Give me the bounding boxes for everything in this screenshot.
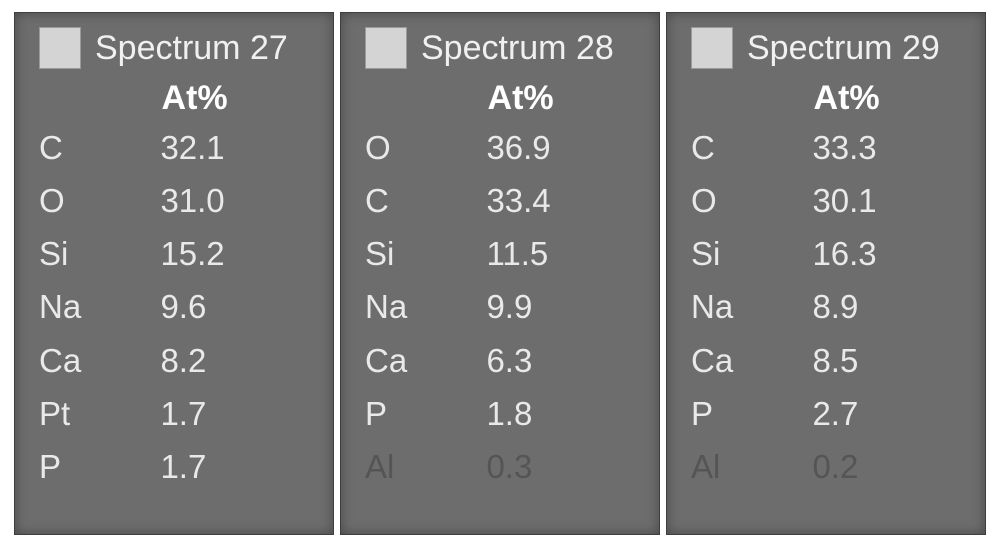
element-row: C33.3 bbox=[691, 122, 967, 173]
column-header-row: At% bbox=[39, 79, 315, 118]
panels-container: Spectrum 27At%C32.1O31.0Si15.2Na9.6Ca8.2… bbox=[0, 0, 1000, 547]
element-row: Si15.2 bbox=[39, 228, 315, 279]
column-header: At% bbox=[814, 79, 880, 118]
element-row: Ca8.2 bbox=[39, 335, 315, 386]
element-value: 30.1 bbox=[812, 175, 967, 226]
element-row: Al0.3 bbox=[365, 441, 641, 492]
element-symbol: C bbox=[365, 175, 486, 226]
column-header: At% bbox=[162, 79, 228, 118]
spectrum-panel: Spectrum 27At%C32.1O31.0Si15.2Na9.6Ca8.2… bbox=[14, 12, 334, 535]
element-row: C33.4 bbox=[365, 175, 641, 226]
element-value: 8.5 bbox=[812, 335, 967, 386]
element-symbol: Ca bbox=[365, 335, 486, 386]
element-symbol: O bbox=[39, 175, 160, 226]
element-symbol: O bbox=[691, 175, 812, 226]
element-symbol: Pt bbox=[39, 388, 160, 439]
element-symbol: Na bbox=[365, 281, 486, 332]
element-row: Si11.5 bbox=[365, 228, 641, 279]
element-row: Na9.9 bbox=[365, 281, 641, 332]
element-row: Na8.9 bbox=[691, 281, 967, 332]
panel-header: Spectrum 27 bbox=[39, 27, 315, 69]
element-row: Pt1.7 bbox=[39, 388, 315, 439]
element-symbol: Al bbox=[691, 441, 812, 492]
column-header-spacer bbox=[41, 79, 162, 118]
element-symbol: Ca bbox=[691, 335, 812, 386]
element-row: Na9.6 bbox=[39, 281, 315, 332]
element-value: 1.8 bbox=[486, 388, 641, 439]
element-row: O36.9 bbox=[365, 122, 641, 173]
element-value: 9.9 bbox=[486, 281, 641, 332]
element-row: P2.7 bbox=[691, 388, 967, 439]
element-row: O31.0 bbox=[39, 175, 315, 226]
element-symbol: C bbox=[691, 122, 812, 173]
element-symbol: Si bbox=[691, 228, 812, 279]
panel-title: Spectrum 27 bbox=[95, 29, 288, 68]
spectrum-panel: Spectrum 28At%O36.9C33.4Si11.5Na9.9Ca6.3… bbox=[340, 12, 660, 535]
element-value: 0.3 bbox=[486, 441, 641, 492]
element-value: 33.3 bbox=[812, 122, 967, 173]
element-rows: O36.9C33.4Si11.5Na9.9Ca6.3P1.8Al0.3 bbox=[365, 122, 641, 492]
element-rows: C33.3O30.1Si16.3Na8.9Ca8.5P2.7Al0.2 bbox=[691, 122, 967, 492]
element-row: Ca6.3 bbox=[365, 335, 641, 386]
element-symbol: Na bbox=[691, 281, 812, 332]
element-value: 11.5 bbox=[486, 228, 641, 279]
element-symbol: Si bbox=[39, 228, 160, 279]
element-value: 36.9 bbox=[486, 122, 641, 173]
element-symbol: C bbox=[39, 122, 160, 173]
panel-title: Spectrum 29 bbox=[747, 29, 940, 68]
column-header-row: At% bbox=[365, 79, 641, 118]
element-value: 6.3 bbox=[486, 335, 641, 386]
element-value: 2.7 bbox=[812, 388, 967, 439]
element-rows: C32.1O31.0Si15.2Na9.6Ca8.2Pt1.7P1.7 bbox=[39, 122, 315, 492]
panel-header: Spectrum 29 bbox=[691, 27, 967, 69]
element-symbol: P bbox=[39, 441, 160, 492]
element-row: P1.8 bbox=[365, 388, 641, 439]
element-value: 8.2 bbox=[160, 335, 315, 386]
element-symbol: Na bbox=[39, 281, 160, 332]
element-value: 8.9 bbox=[812, 281, 967, 332]
element-row: Al0.2 bbox=[691, 441, 967, 492]
element-value: 32.1 bbox=[160, 122, 315, 173]
column-header: At% bbox=[488, 79, 554, 118]
element-value: 9.6 bbox=[160, 281, 315, 332]
panel-header: Spectrum 28 bbox=[365, 27, 641, 69]
element-row: Si16.3 bbox=[691, 228, 967, 279]
element-value: 0.2 bbox=[812, 441, 967, 492]
element-value: 31.0 bbox=[160, 175, 315, 226]
column-header-row: At% bbox=[691, 79, 967, 118]
element-symbol: Si bbox=[365, 228, 486, 279]
element-symbol: Al bbox=[365, 441, 486, 492]
element-value: 1.7 bbox=[160, 441, 315, 492]
column-header-spacer bbox=[693, 79, 814, 118]
element-symbol: P bbox=[691, 388, 812, 439]
element-value: 33.4 bbox=[486, 175, 641, 226]
element-value: 16.3 bbox=[812, 228, 967, 279]
element-symbol: Ca bbox=[39, 335, 160, 386]
element-row: C32.1 bbox=[39, 122, 315, 173]
element-value: 15.2 bbox=[160, 228, 315, 279]
element-row: O30.1 bbox=[691, 175, 967, 226]
element-value: 1.7 bbox=[160, 388, 315, 439]
column-header-spacer bbox=[367, 79, 488, 118]
element-symbol: O bbox=[365, 122, 486, 173]
color-swatch-icon bbox=[365, 27, 407, 69]
element-row: P1.7 bbox=[39, 441, 315, 492]
panel-title: Spectrum 28 bbox=[421, 29, 614, 68]
color-swatch-icon bbox=[691, 27, 733, 69]
element-row: Ca8.5 bbox=[691, 335, 967, 386]
spectrum-panel: Spectrum 29At%C33.3O30.1Si16.3Na8.9Ca8.5… bbox=[666, 12, 986, 535]
element-symbol: P bbox=[365, 388, 486, 439]
color-swatch-icon bbox=[39, 27, 81, 69]
